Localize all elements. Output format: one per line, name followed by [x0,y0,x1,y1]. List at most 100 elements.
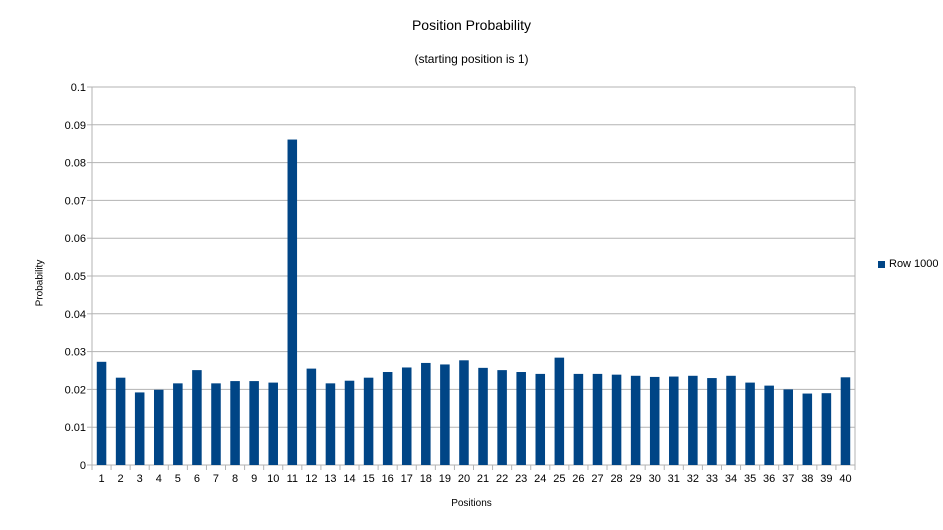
x-tick-label: 40 [839,473,851,485]
bar-40 [840,377,851,465]
bar-29 [630,375,641,465]
y-axis-label: Probability [34,259,46,307]
y-tick-label: 0.09 [65,120,86,132]
x-tick-label: 34 [725,473,737,485]
chart-subtitle: (starting position is 1) [414,52,529,66]
x-tick-label: 31 [668,473,680,485]
x-tick-label: 37 [782,473,794,485]
bar-38 [802,393,813,465]
bar-1 [96,361,107,465]
bar-12 [306,368,317,465]
y-tick-label: 0.03 [65,347,86,359]
x-tick-label: 11 [287,473,298,485]
x-tick-label: 39 [820,473,832,485]
x-tick-label: 26 [572,473,584,485]
y-tick-label: 0 [80,460,86,472]
x-tick-label: 10 [267,473,279,485]
bar-22 [497,370,507,465]
bar-27 [592,373,603,465]
y-tick-label: 0.06 [65,233,86,245]
x-tick-label: 8 [232,473,238,485]
x-tick-label: 1 [98,473,104,485]
bar-18 [421,362,431,465]
y-tick-label: 0.05 [65,271,86,283]
x-tick-label: 21 [477,473,489,485]
x-tick-label: 17 [401,473,413,485]
bar-26 [573,373,584,465]
bar-15 [363,377,374,465]
x-tick-label: 13 [324,473,336,485]
bar-37 [783,389,794,465]
bar-33 [707,378,717,465]
y-tick-label: 0.01 [65,422,86,434]
bar-28 [611,374,622,465]
x-tick-label: 18 [420,473,432,485]
bar-30 [649,376,660,465]
bar-7 [211,383,221,465]
x-tick-label: 19 [439,473,451,485]
bar-10 [268,382,278,465]
bar-34 [726,375,736,465]
legend-swatch [878,260,885,268]
x-tick-label: 28 [610,473,622,485]
x-axis-label: Positions [451,498,492,509]
bar-3 [134,392,145,465]
x-tick-label: 25 [553,473,565,485]
bar-14 [344,380,355,465]
x-tick-label: 4 [156,473,162,485]
bar-6 [192,370,202,465]
bar-36 [764,385,774,465]
bar-8 [230,381,240,465]
x-tick-label: 22 [496,473,508,485]
x-tick-label: 30 [649,473,661,485]
x-tick-label: 14 [343,473,355,485]
bar-11 [287,139,298,466]
bar-24 [535,373,546,465]
x-tick-label: 5 [175,473,181,485]
bar-35 [745,382,755,465]
bar-23 [516,372,526,465]
bar-5 [173,383,183,465]
bar-16 [382,372,393,465]
x-tick-label: 29 [630,473,642,485]
legend: Row 1000 [878,258,939,270]
x-tick-label: 6 [194,473,200,485]
bar-9 [249,381,259,465]
bar-17 [401,367,412,465]
bar-2 [115,377,126,465]
bar-13 [325,383,336,465]
bar-4 [153,389,164,465]
legend-label: Row 1000 [889,258,939,270]
x-tick-label: 38 [801,473,813,485]
x-tick-label: 33 [706,473,718,485]
x-tick-label: 24 [534,473,546,485]
bar-20 [459,360,469,465]
x-tick-label: 7 [213,473,219,485]
bar-25 [554,357,565,465]
x-tick-label: 32 [687,473,699,485]
bar-32 [688,375,698,465]
x-tick-label: 2 [118,473,124,485]
bar-21 [478,367,488,465]
y-tick-label: 0.1 [71,82,86,94]
chart-title: Position Probability [411,17,532,33]
x-tick-label: 27 [591,473,603,485]
x-tick-label: 9 [251,473,257,485]
x-tick-label: 36 [763,473,775,485]
x-tick-label: 35 [744,473,756,485]
bar-31 [669,376,679,465]
x-tick-label: 20 [458,473,470,485]
x-tick-label: 15 [362,473,374,485]
y-tick-label: 0.04 [65,309,86,321]
x-tick-label: 3 [137,473,143,485]
y-tick-label: 0.08 [65,158,86,170]
bar-39 [821,393,832,465]
x-tick-label: 23 [515,473,527,485]
bar-19 [440,364,450,465]
y-tick-label: 0.07 [65,195,86,207]
x-tick-label: 12 [305,473,317,485]
y-tick-label: 0.02 [65,384,86,396]
x-tick-label: 16 [382,473,394,485]
